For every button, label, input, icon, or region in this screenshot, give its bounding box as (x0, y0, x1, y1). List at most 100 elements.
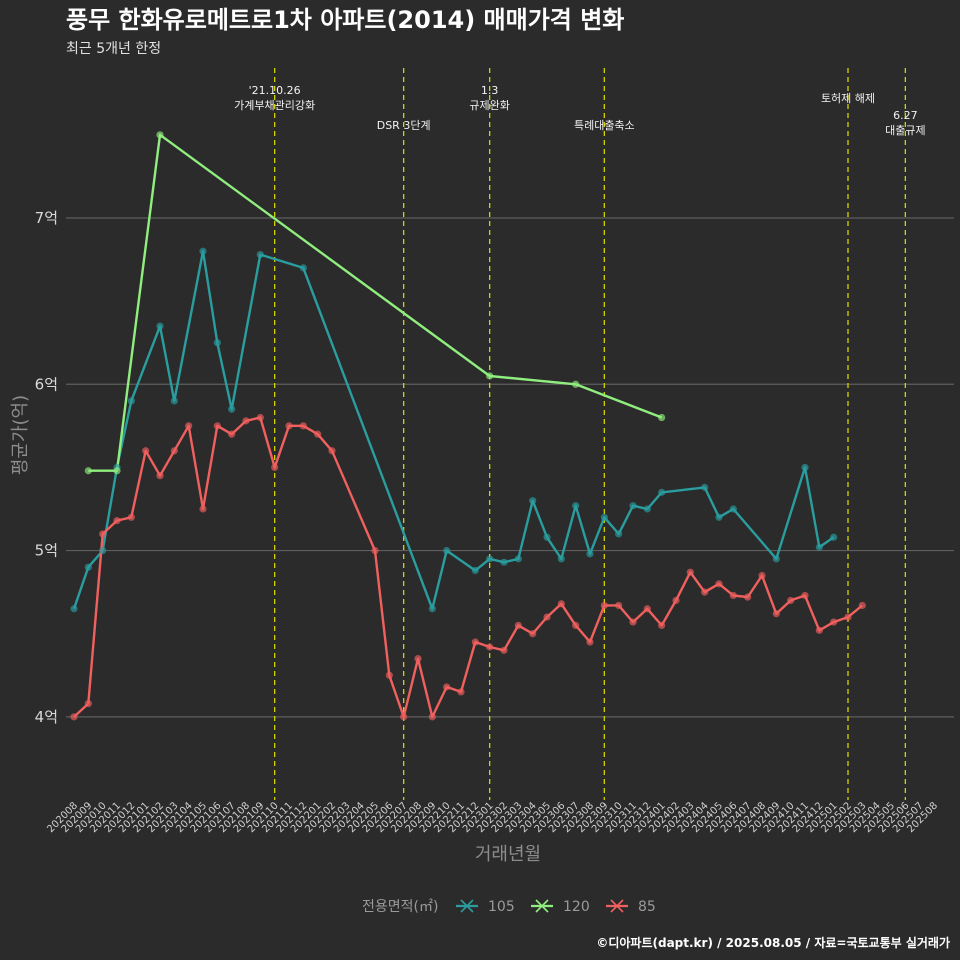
data-point-105 (170, 397, 178, 405)
data-point-85 (772, 610, 780, 618)
data-point-85 (572, 621, 580, 629)
legend-key-marker (610, 899, 624, 913)
data-point-85 (84, 699, 92, 708)
data-point-105 (256, 250, 264, 259)
x-axis-title: 거래년월 (475, 844, 541, 865)
y-tick-label: 5억 (35, 542, 58, 560)
data-point-105 (715, 513, 723, 521)
data-point-85 (99, 530, 107, 538)
data-point-120 (486, 372, 494, 380)
data-point-85 (586, 638, 594, 646)
annotation-label: 1.3 규제완화 (469, 84, 509, 112)
data-point-85 (701, 588, 709, 596)
data-point-85 (299, 422, 307, 430)
data-point-120 (113, 467, 121, 475)
policy-lines (274, 68, 906, 800)
data-point-85 (443, 683, 451, 691)
legend-label: 120 (563, 899, 590, 915)
grid-lines (66, 217, 954, 718)
data-point-85 (457, 688, 465, 696)
data-point-85 (428, 713, 436, 721)
data-point-85 (242, 417, 250, 425)
data-point-105 (199, 247, 207, 255)
data-point-105 (629, 502, 637, 510)
data-point-105 (443, 546, 451, 555)
data-point-85 (127, 513, 135, 521)
legend: 전용면적(㎡) 105 120 85 (362, 899, 656, 915)
data-point-105 (514, 555, 522, 563)
data-point-85 (228, 430, 236, 438)
data-point-105 (228, 405, 236, 413)
data-point-85 (185, 422, 193, 430)
data-point-120 (658, 413, 666, 422)
data-point-105 (772, 555, 780, 563)
data-point-105 (815, 543, 823, 551)
data-point-85 (600, 601, 608, 610)
data-point-105 (428, 605, 436, 613)
data-point-105 (84, 563, 92, 571)
data-point-85 (271, 463, 279, 472)
data-point-85 (400, 713, 408, 721)
data-point-85 (199, 505, 207, 513)
data-point-105 (500, 558, 508, 566)
data-point-105 (213, 339, 221, 347)
data-point-85 (285, 422, 293, 430)
y-tick-label: 4억 (35, 708, 58, 726)
annotation-label: '21.10.26 가계부채관리강화 (234, 84, 315, 112)
legend-label: 85 (638, 899, 656, 915)
data-point-85 (615, 601, 623, 610)
data-point-85 (156, 472, 164, 480)
data-point-85 (715, 580, 723, 588)
data-point-85 (514, 621, 522, 629)
y-axis-ticks: 4억 5억 6억 7억 (35, 209, 58, 726)
y-tick-label: 6억 (35, 375, 58, 393)
data-points (70, 131, 866, 721)
data-point-85 (815, 626, 823, 634)
data-point-85 (70, 713, 78, 721)
data-point-105 (543, 533, 551, 541)
data-point-85 (658, 621, 666, 629)
annotation-label: DSR 3단계 (377, 119, 431, 132)
data-point-105 (643, 505, 651, 513)
data-point-85 (385, 671, 393, 679)
data-point-105 (801, 463, 809, 472)
legend-key-marker (535, 899, 549, 913)
data-point-85 (314, 430, 322, 438)
legend-title: 전용면적(㎡) (362, 899, 438, 915)
data-point-105 (615, 530, 623, 538)
data-point-105 (572, 502, 580, 510)
data-point-120 (572, 380, 580, 388)
data-point-85 (686, 568, 694, 576)
data-point-105 (529, 497, 537, 505)
legend-key-marker (460, 899, 474, 913)
data-point-85 (758, 571, 766, 580)
data-point-105 (701, 483, 709, 491)
data-point-105 (471, 566, 479, 575)
data-point-105 (729, 505, 737, 513)
data-point-85 (486, 643, 494, 651)
data-point-85 (744, 593, 752, 601)
data-point-120 (84, 467, 92, 475)
legend-label: 105 (488, 899, 515, 915)
data-point-85 (414, 655, 422, 663)
annotation-label: 6.27 대출규제 (885, 109, 925, 137)
data-point-105 (600, 513, 608, 521)
data-point-85 (729, 591, 737, 600)
data-point-85 (471, 638, 479, 646)
data-point-105 (299, 264, 307, 272)
data-point-85 (500, 646, 508, 654)
chart-title: 풍무 한화유로메트로1차 아파트(2014) 매매가격 변화 (66, 6, 624, 34)
data-point-85 (113, 517, 121, 525)
y-tick-label: 7억 (35, 209, 58, 227)
data-point-105 (70, 605, 78, 613)
data-point-105 (658, 488, 666, 496)
data-point-85 (142, 447, 150, 455)
data-point-120 (156, 131, 164, 139)
caption: ©디아파트(dapt.kr) / 2025.08.05 / 자료=국토교통부 실… (596, 935, 950, 950)
data-point-105 (127, 397, 135, 405)
data-point-85 (787, 596, 795, 605)
data-point-85 (629, 618, 637, 626)
data-point-85 (830, 618, 838, 626)
chart-subtitle: 최근 5개년 한정 (66, 41, 161, 57)
